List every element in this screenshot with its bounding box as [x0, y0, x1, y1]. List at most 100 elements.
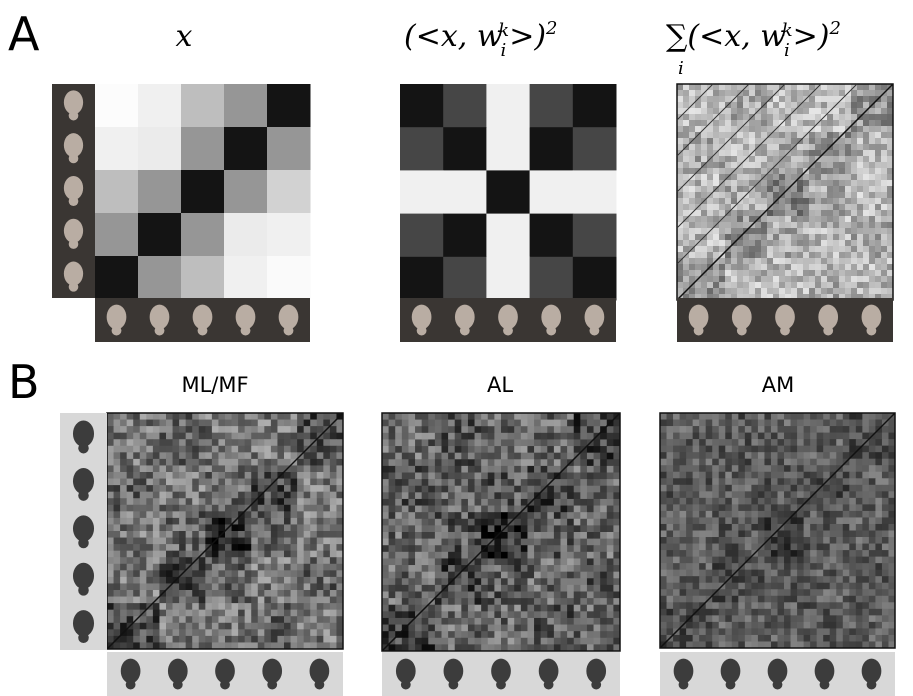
matrix-cell: [791, 550, 798, 557]
matrix-cell: [186, 538, 193, 545]
math: ∑: [666, 19, 688, 54]
matrix-cell: [258, 610, 265, 617]
matrix-cell: [218, 505, 225, 512]
matrix-cell: [114, 505, 121, 512]
matrix-cell: [600, 506, 607, 513]
matrix-cell: [218, 538, 225, 545]
matrix-cell: [133, 557, 140, 564]
matrix-cell: [660, 524, 667, 531]
matrix-cell: [232, 636, 239, 643]
matrix-cell: [706, 589, 713, 596]
matrix-cell: [882, 570, 889, 577]
matrix-cell: [127, 597, 134, 604]
matrix-cell: [797, 563, 804, 570]
matrix-cell: [683, 222, 689, 228]
matrix-cell: [212, 465, 219, 472]
matrix-cell: [875, 446, 882, 453]
matrix-cell: [882, 446, 889, 453]
matrix-cell: [271, 452, 278, 459]
matrix-cell: [863, 204, 869, 210]
matrix-cell: [821, 198, 827, 204]
matrix-cell: [554, 506, 561, 513]
matrix-cell: [791, 132, 797, 138]
matrix-cell: [291, 518, 298, 525]
matrix-cell: [530, 257, 574, 301]
matrix-cell: [791, 114, 797, 120]
matrix-cell: [547, 578, 554, 585]
matrix-cell: [146, 623, 153, 630]
matrix-cell: [809, 96, 815, 102]
matrix-cell: [567, 611, 574, 618]
matrix-cell: [731, 120, 737, 126]
matrix-cell: [784, 504, 791, 511]
matrix-cell: [689, 252, 695, 258]
matrix-cell: [408, 532, 415, 539]
matrix-cell: [561, 473, 568, 480]
matrix-cell: [803, 228, 809, 234]
matrix-cell: [238, 472, 245, 479]
matrix-cell: [758, 596, 765, 603]
matrix-cell: [225, 518, 232, 525]
matrix-cell: [699, 433, 706, 440]
matrix-cell: [778, 433, 785, 440]
matrix-cell: [212, 472, 219, 479]
matrix-cell: [743, 174, 749, 180]
matrix-cell: [686, 420, 693, 427]
matrix-cell: [225, 538, 232, 545]
matrix-cell: [791, 420, 798, 427]
matrix-cell: [173, 479, 180, 486]
matrix-cell: [869, 517, 876, 524]
matrix-cell: [869, 504, 876, 511]
matrix-cell: [680, 465, 687, 472]
matrix-cell: [856, 531, 863, 538]
matrix-cell: [199, 570, 206, 577]
matrix-cell: [594, 578, 601, 585]
matrix-cell: [869, 589, 876, 596]
matrix-cell: [773, 288, 779, 294]
matrix-cell: [600, 439, 607, 446]
matrix-cell: [745, 524, 752, 531]
matrix-cell: [804, 557, 811, 564]
matrix-cell: [120, 505, 127, 512]
matrix-cell: [683, 246, 689, 252]
matrix-cell: [743, 144, 749, 150]
matrix-cell: [881, 96, 887, 102]
matrix-cell: [317, 413, 324, 420]
matrix-cell: [821, 156, 827, 162]
matrix-cell: [389, 585, 396, 592]
matrix-cell: [475, 453, 482, 460]
matrix-cell: [791, 150, 797, 156]
matrix-cell: [881, 258, 887, 264]
matrix-cell: [719, 210, 725, 216]
matrix-cell: [514, 592, 521, 599]
matrix-cell: [494, 439, 501, 446]
matrix-cell: [461, 473, 468, 480]
matrix-cell: [159, 485, 166, 492]
matrix-cell: [192, 577, 199, 584]
matrix-cell: [745, 596, 752, 603]
matrix-cell: [514, 499, 521, 506]
matrix-cell: [732, 491, 739, 498]
matrix-cell: [382, 433, 389, 440]
matrix-cell: [731, 144, 737, 150]
matrix-cell: [680, 485, 687, 492]
matrix-cell: [277, 498, 284, 505]
matrix-cell: [607, 572, 614, 579]
matrix-cell: [238, 446, 245, 453]
matrix-cell: [107, 564, 114, 571]
matrix-cell: [869, 426, 876, 433]
matrix-cell: [475, 618, 482, 625]
matrix-cell: [179, 518, 186, 525]
matrix-cell: [680, 537, 687, 544]
matrix-cell: [827, 240, 833, 246]
matrix-cell: [475, 572, 482, 579]
matrix-cell: [713, 180, 719, 186]
matrix-cell: [514, 446, 521, 453]
matrix-cell: [186, 485, 193, 492]
matrix-cell: [271, 623, 278, 630]
matrix-cell: [435, 492, 442, 499]
matrix-cell: [573, 84, 617, 128]
matrix-cell: [785, 180, 791, 186]
matrix-cell: [133, 577, 140, 584]
matrix-cell: [330, 531, 337, 538]
